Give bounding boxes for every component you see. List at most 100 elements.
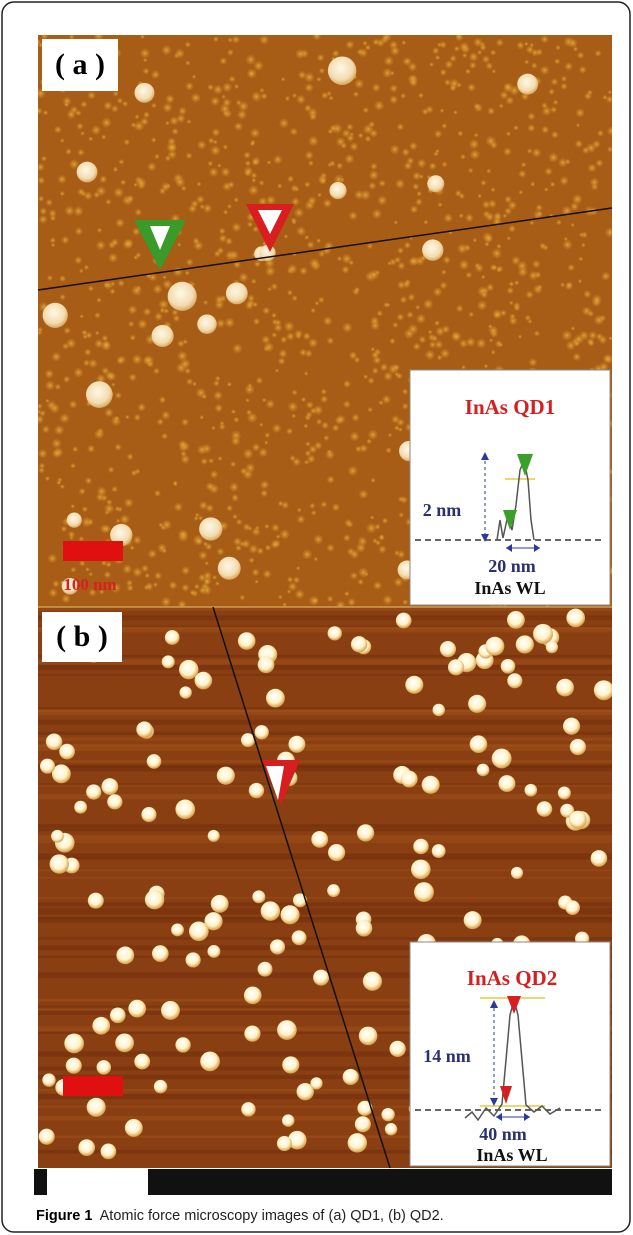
dot bbox=[603, 354, 612, 363]
dot bbox=[105, 408, 114, 417]
dot bbox=[222, 95, 226, 99]
dot bbox=[207, 84, 213, 90]
streak bbox=[38, 918, 612, 919]
dot bbox=[260, 480, 269, 489]
dot bbox=[203, 542, 208, 547]
dot bbox=[416, 314, 425, 323]
dot bbox=[249, 545, 258, 554]
dot bbox=[119, 159, 124, 164]
scale-bar bbox=[63, 541, 123, 561]
dot bbox=[186, 378, 193, 385]
dot bbox=[38, 177, 45, 184]
dot bbox=[43, 303, 68, 328]
dot bbox=[278, 595, 282, 599]
dot bbox=[448, 659, 464, 675]
streak bbox=[38, 765, 612, 771]
dot bbox=[174, 503, 183, 512]
dot bbox=[566, 609, 585, 628]
dot bbox=[575, 140, 583, 148]
dot bbox=[322, 422, 329, 429]
dot bbox=[270, 939, 285, 954]
dot bbox=[304, 371, 308, 375]
dot bbox=[247, 222, 252, 227]
dot bbox=[49, 588, 58, 597]
dot bbox=[478, 194, 482, 198]
dot bbox=[507, 611, 525, 629]
dot bbox=[350, 432, 359, 441]
dot bbox=[518, 267, 528, 277]
streak bbox=[38, 607, 612, 610]
inset-b: InAs QD2 14 nm 40 nm InAs WL bbox=[410, 942, 610, 1166]
dot bbox=[118, 280, 125, 287]
dot bbox=[185, 368, 191, 374]
dot bbox=[45, 381, 55, 391]
dot bbox=[459, 213, 464, 218]
dot bbox=[143, 58, 147, 62]
dot bbox=[321, 501, 327, 507]
dot bbox=[251, 178, 256, 183]
dot bbox=[92, 1017, 110, 1035]
dot bbox=[553, 100, 558, 105]
dot bbox=[220, 421, 224, 425]
dot bbox=[60, 484, 65, 489]
dot bbox=[442, 325, 450, 333]
dot bbox=[223, 210, 228, 215]
dot bbox=[369, 182, 376, 189]
dot bbox=[278, 501, 283, 506]
dot bbox=[377, 39, 385, 47]
dot bbox=[97, 1060, 112, 1075]
dot bbox=[476, 338, 486, 348]
dot bbox=[55, 384, 61, 390]
dot bbox=[69, 400, 77, 408]
dot bbox=[469, 62, 476, 69]
dot bbox=[321, 92, 328, 99]
dot bbox=[423, 220, 428, 225]
dot bbox=[241, 1102, 255, 1116]
dot bbox=[352, 414, 359, 421]
dot bbox=[537, 801, 553, 817]
dot bbox=[138, 319, 147, 328]
dot bbox=[349, 352, 357, 360]
dot bbox=[251, 279, 256, 284]
dot bbox=[440, 641, 456, 657]
dot bbox=[496, 244, 501, 249]
dot bbox=[348, 466, 358, 476]
dot bbox=[513, 125, 518, 130]
inset-title: InAs QD2 bbox=[467, 966, 557, 990]
dot bbox=[390, 46, 399, 55]
dot bbox=[74, 206, 84, 216]
scale-label: 100 nm bbox=[63, 575, 116, 594]
dot bbox=[550, 182, 555, 187]
dot bbox=[403, 57, 412, 66]
dot bbox=[314, 557, 318, 561]
dot bbox=[372, 352, 379, 359]
dot bbox=[342, 266, 349, 273]
dot bbox=[456, 305, 463, 312]
dot bbox=[136, 721, 152, 737]
dot bbox=[104, 101, 113, 110]
dot bbox=[541, 126, 549, 134]
dot bbox=[549, 153, 559, 163]
dot bbox=[487, 107, 494, 114]
dot bbox=[258, 656, 275, 673]
dot bbox=[287, 590, 291, 594]
dot bbox=[308, 136, 318, 146]
dot bbox=[228, 181, 234, 187]
streak bbox=[38, 626, 612, 627]
dot bbox=[509, 225, 516, 232]
dot bbox=[533, 624, 553, 644]
dot bbox=[264, 441, 268, 445]
dot bbox=[226, 505, 232, 511]
dot bbox=[301, 397, 306, 402]
dot bbox=[397, 123, 404, 130]
width-label: 20 nm bbox=[488, 556, 536, 576]
dot bbox=[204, 579, 209, 584]
dot bbox=[71, 504, 75, 508]
dot bbox=[157, 419, 164, 426]
dot bbox=[309, 258, 319, 268]
dot bbox=[429, 62, 433, 66]
dot bbox=[101, 1144, 117, 1160]
dot bbox=[532, 148, 541, 157]
dot bbox=[230, 483, 239, 492]
dot bbox=[122, 101, 128, 107]
